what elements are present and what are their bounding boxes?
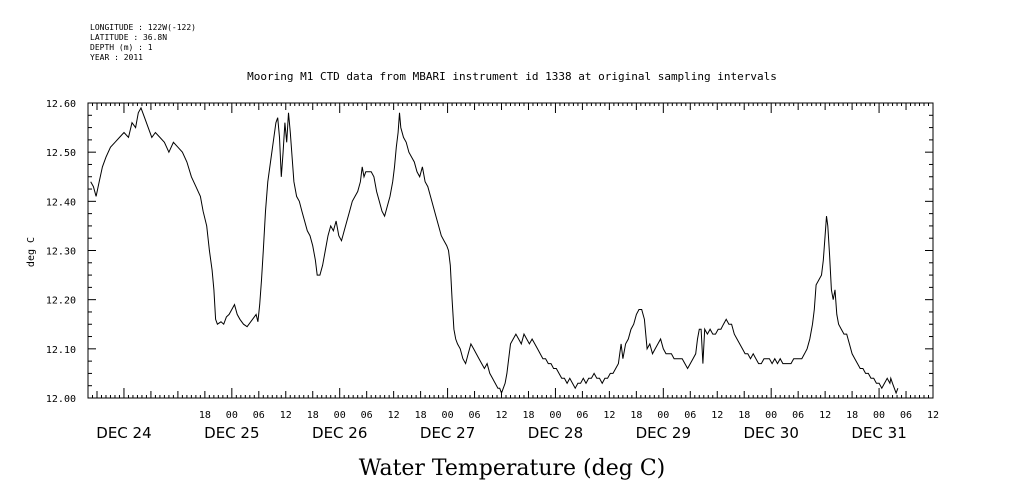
x-hour-label: 06 [253, 410, 265, 421]
y-axis: 12.00 12.10 12.20 12.30 12.40 12.50 12.60 [46, 99, 933, 405]
x-hour-label: 06 [792, 410, 804, 421]
x-hour-label: 00 [873, 410, 885, 421]
x-day-label: DEC 27 [420, 424, 475, 442]
y-tick-label: 12.40 [46, 197, 76, 208]
y-tick-label: 12.60 [46, 99, 76, 110]
x-day-label: DEC 29 [636, 424, 691, 442]
y-tick-label: 12.20 [46, 296, 76, 307]
x-hour-label: 18 [522, 410, 534, 421]
y-tick-label: 12.30 [46, 247, 76, 258]
x-hour-label: 12 [819, 410, 831, 421]
x-hour-label: 06 [900, 410, 912, 421]
x-hour-label: 12 [603, 410, 615, 421]
x-day-label: DEC 25 [204, 424, 259, 442]
x-day-label: DEC 24 [96, 424, 151, 442]
x-day-label: DEC 26 [312, 424, 367, 442]
x-hour-label: 12 [388, 410, 400, 421]
latitude-line: LATITUDE : 36.8N [90, 33, 167, 42]
x-hour-label: 00 [442, 410, 454, 421]
x-hour-label: 00 [226, 410, 238, 421]
x-hour-label: 00 [334, 410, 346, 421]
x-day-label: DEC 28 [528, 424, 583, 442]
year-line: YEAR : 2011 [90, 53, 143, 62]
x-day-label: DEC 30 [744, 424, 799, 442]
chart-title: Mooring M1 CTD data from MBARI instrumen… [247, 70, 777, 83]
x-hour-label: 06 [576, 410, 588, 421]
x-hour-label: 12 [495, 410, 507, 421]
x-hour-label: 06 [361, 410, 373, 421]
x-hour-label: 12 [927, 410, 939, 421]
x-hour-label: 06 [469, 410, 481, 421]
chart-caption: Water Temperature (deg C) [359, 456, 666, 481]
x-hour-label: 12 [280, 410, 292, 421]
x-hour-label: 18 [307, 410, 319, 421]
longitude-line: LONGITUDE : 122W(-122) [90, 23, 196, 32]
x-hour-label: 18 [415, 410, 427, 421]
x-axis: 18 00 06 12 18 00 06 12 18 00 06 12 18 00 06 12 18 00 06 12… [87, 103, 939, 442]
header-info: LONGITUDE : 122W(-122) LATITUDE : 36.8N … [90, 23, 196, 62]
x-hour-label: 00 [657, 410, 669, 421]
depth-line: DEPTH (m) : 1 [90, 43, 153, 52]
x-hour-label: 06 [684, 410, 696, 421]
x-hour-label: 00 [765, 410, 777, 421]
y-axis-label: deg C [26, 237, 37, 267]
plot-frame [87, 102, 934, 399]
x-day-label: DEC 31 [851, 424, 906, 442]
x-hour-label: 12 [711, 410, 723, 421]
x-hour-label: 18 [738, 410, 750, 421]
x-hour-label: 18 [846, 410, 858, 421]
y-tick-label: 12.00 [46, 394, 76, 405]
x-hour-label: 18 [630, 410, 642, 421]
y-tick-label: 12.10 [46, 345, 76, 356]
y-tick-label: 12.50 [46, 148, 76, 159]
x-hour-label: 18 [199, 410, 211, 421]
x-hour-label: 00 [549, 410, 561, 421]
series-line [90, 106, 899, 395]
